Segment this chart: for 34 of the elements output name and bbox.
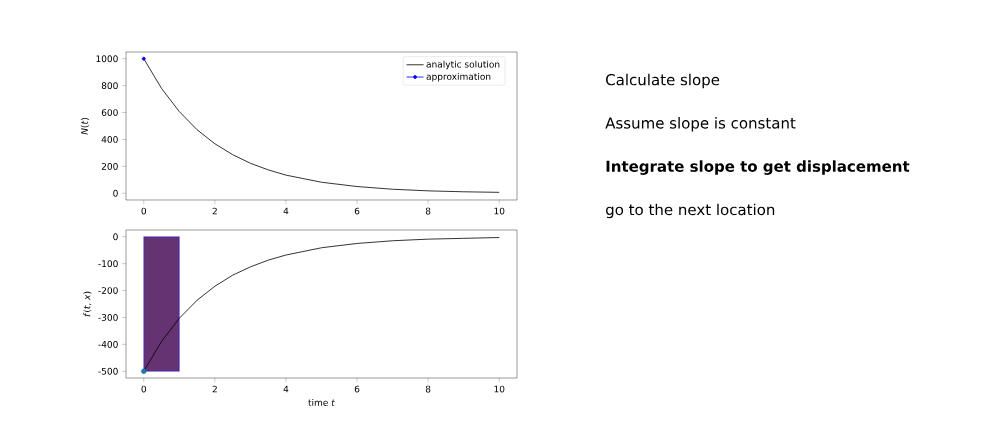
y-tick-label: 200 xyxy=(101,162,118,170)
y-tick-label: -300 xyxy=(98,314,118,321)
line-series xyxy=(143,58,500,193)
y-tick-label: -200 xyxy=(98,287,118,294)
y-tick-label: -100 xyxy=(98,260,118,268)
y-axis-title: N(t) xyxy=(80,117,89,135)
x-tick-label: 0 xyxy=(141,207,147,215)
y-tick-label: 800 xyxy=(101,82,118,90)
x-tick-label: 10 xyxy=(494,385,505,393)
text: Calculate slope xyxy=(606,73,720,89)
y-tick-label: -400 xyxy=(98,340,118,348)
x-tick-label: 2 xyxy=(212,207,217,215)
x-tick-label: 2 xyxy=(212,385,217,393)
x-tick-label: 10 xyxy=(494,207,505,215)
y-axis-title: f(t, x) xyxy=(83,291,92,317)
y-tick-label: 600 xyxy=(101,109,118,116)
legend-label: analytic solution xyxy=(426,60,500,70)
y-tick-label: 0 xyxy=(113,189,118,197)
x-tick-label: 4 xyxy=(283,385,289,393)
y-tick-label: -500 xyxy=(98,367,118,375)
x-tick-label: 8 xyxy=(425,207,431,215)
legend-label: approximation xyxy=(426,72,491,82)
y-tick-label: 400 xyxy=(101,136,118,143)
x-axis-title: time t xyxy=(308,398,336,406)
text: go to the next location xyxy=(606,203,775,219)
x-tick-label: 4 xyxy=(283,207,289,215)
x-tick-label: 0 xyxy=(141,385,147,393)
text: Integrate slope to get displacement xyxy=(606,160,910,175)
x-tick-label: 6 xyxy=(354,207,360,215)
x-tick-label: 6 xyxy=(354,385,360,393)
x-tick-label: 8 xyxy=(425,385,431,393)
y-tick-label: 0 xyxy=(113,233,118,241)
text: Assume slope is constant xyxy=(605,117,796,132)
y-tick-label: 1000 xyxy=(96,55,118,63)
